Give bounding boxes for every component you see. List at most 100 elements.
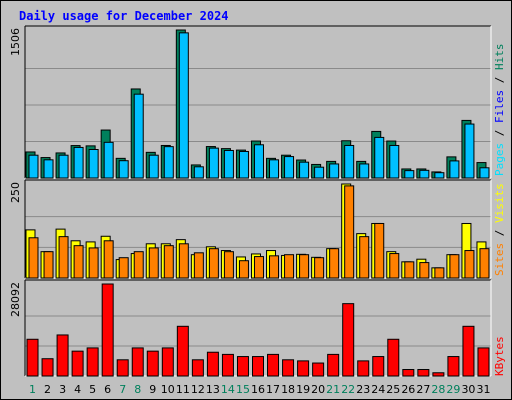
bar-sites-day-28 xyxy=(434,267,445,279)
bar-files-day-15 xyxy=(238,150,249,179)
bar-sites-day-4 xyxy=(73,245,84,279)
day-label-12: 12 xyxy=(191,383,205,396)
bar-files-day-22 xyxy=(344,144,355,179)
bar-files-day-4 xyxy=(73,146,84,179)
bar-files-day-21 xyxy=(329,163,340,179)
bar-sites-day-25 xyxy=(389,253,400,279)
bar-kbytes-day-26 xyxy=(402,369,415,377)
bar-files-day-2 xyxy=(43,159,54,179)
bar-files-day-24 xyxy=(374,136,385,179)
legend-entry: Visits xyxy=(493,183,506,223)
bar-files-day-9 xyxy=(148,154,159,179)
bar-sites-day-22 xyxy=(344,185,355,279)
bar-kbytes-day-8 xyxy=(131,347,144,377)
legend-kbytes: KBytes xyxy=(493,336,506,376)
day-label-14: 14 xyxy=(221,383,235,396)
bar-kbytes-day-25 xyxy=(387,338,400,377)
day-label-17: 17 xyxy=(266,383,280,396)
bar-sites-day-3 xyxy=(58,236,69,279)
day-label-16: 16 xyxy=(251,383,265,396)
bar-sites-day-10 xyxy=(163,245,174,279)
bar-sites-day-24 xyxy=(374,222,385,279)
day-label-9: 9 xyxy=(149,383,156,396)
bar-kbytes-day-10 xyxy=(161,347,174,377)
bar-kbytes-day-15 xyxy=(236,356,249,377)
bar-sites-day-21 xyxy=(329,248,340,279)
bar-kbytes-day-19 xyxy=(297,360,310,377)
bar-sites-day-7 xyxy=(118,257,129,279)
bar-files-day-10 xyxy=(163,146,174,179)
day-label-10: 10 xyxy=(161,383,175,396)
bar-sites-day-11 xyxy=(178,243,189,279)
bar-sites-day-2 xyxy=(43,251,54,279)
bar-kbytes-day-31 xyxy=(477,347,490,377)
bar-kbytes-day-20 xyxy=(312,362,325,377)
bar-files-day-19 xyxy=(299,161,310,179)
day-label-22: 22 xyxy=(341,383,355,396)
max-label-visits-sites: 250 xyxy=(9,182,22,203)
bar-kbytes-day-30 xyxy=(462,325,475,377)
bar-sites-day-19 xyxy=(299,254,310,279)
day-label-19: 19 xyxy=(296,383,310,396)
bar-files-day-18 xyxy=(284,156,295,179)
bar-sites-day-17 xyxy=(269,255,280,279)
bar-files-day-26 xyxy=(404,170,415,179)
bar-files-day-1 xyxy=(28,154,39,179)
bar-sites-day-13 xyxy=(208,248,219,279)
bar-files-day-3 xyxy=(58,154,69,179)
bar-files-day-29 xyxy=(449,160,460,179)
bar-kbytes-day-7 xyxy=(116,359,129,377)
max-label-kbytes: 28092 xyxy=(9,282,22,317)
legend-entry: Sites xyxy=(493,243,506,276)
bar-kbytes-day-11 xyxy=(176,325,189,377)
bar-files-day-31 xyxy=(479,167,490,179)
legend-hits-files-pages: Pages / Files / Hits xyxy=(493,44,506,177)
bar-kbytes-day-21 xyxy=(327,353,340,377)
bar-kbytes-day-1 xyxy=(26,338,39,377)
bar-files-day-25 xyxy=(389,144,400,179)
bar-kbytes-day-14 xyxy=(221,353,234,377)
bar-sites-day-8 xyxy=(133,251,144,279)
bar-sites-day-1 xyxy=(28,237,39,279)
day-label-26: 26 xyxy=(401,383,415,396)
legend-entry: / xyxy=(493,123,506,143)
day-label-30: 30 xyxy=(461,383,475,396)
bar-kbytes-day-24 xyxy=(372,356,385,377)
day-label-11: 11 xyxy=(176,383,190,396)
day-label-13: 13 xyxy=(206,383,220,396)
bar-kbytes-day-4 xyxy=(71,350,84,377)
bar-sites-day-5 xyxy=(88,247,99,279)
day-label-7: 7 xyxy=(119,383,126,396)
bar-sites-day-15 xyxy=(238,260,249,279)
day-label-6: 6 xyxy=(104,383,111,396)
bar-kbytes-day-27 xyxy=(417,369,430,377)
bar-sites-day-16 xyxy=(253,256,264,279)
legend-entry: / xyxy=(493,70,506,90)
bar-files-day-17 xyxy=(269,159,280,179)
bar-sites-day-9 xyxy=(148,247,159,279)
bar-kbytes-day-29 xyxy=(447,356,460,377)
bar-files-day-5 xyxy=(88,149,99,179)
bar-kbytes-day-5 xyxy=(86,347,99,377)
bar-sites-day-31 xyxy=(479,248,490,279)
bar-kbytes-day-12 xyxy=(191,359,204,377)
bar-files-day-7 xyxy=(118,160,129,179)
bar-sites-day-26 xyxy=(404,261,415,279)
bar-files-day-12 xyxy=(193,166,204,179)
day-label-20: 20 xyxy=(311,383,325,396)
day-label-28: 28 xyxy=(431,383,445,396)
legend-visits-sites: Sites / Visits xyxy=(493,183,506,276)
bar-kbytes-day-18 xyxy=(282,359,295,377)
bar-files-day-8 xyxy=(133,93,144,179)
bar-files-day-14 xyxy=(223,149,234,179)
day-label-18: 18 xyxy=(281,383,295,396)
bar-files-day-20 xyxy=(314,166,325,179)
legend-entry: Pages xyxy=(493,143,506,176)
day-label-4: 4 xyxy=(74,383,81,396)
legend-entry: Hits xyxy=(493,44,506,71)
bar-kbytes-day-6 xyxy=(101,283,114,377)
bar-sites-day-12 xyxy=(193,252,204,279)
bar-kbytes-day-28 xyxy=(432,372,445,377)
bar-sites-day-18 xyxy=(284,254,295,279)
